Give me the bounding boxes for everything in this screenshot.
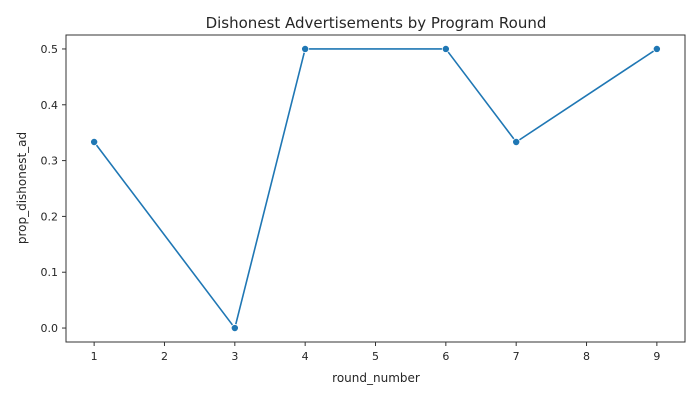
x-tick-label: 2 [161,350,168,363]
y-tick-label: 0.5 [41,43,59,56]
x-axis: 1 2 3 4 5 6 7 8 9 [91,342,660,363]
y-tick-label: 0.0 [41,322,59,335]
y-tick-label: 0.4 [41,99,59,112]
x-tick-label: 7 [513,350,520,363]
data-point [512,138,521,147]
y-tick-label: 0.3 [41,155,59,168]
data-point [230,324,239,333]
data-point [301,44,310,53]
y-tick-label: 0.1 [41,266,59,279]
y-axis: 0.0 0.1 0.2 0.3 0.4 0.5 [41,43,66,335]
y-tick-label: 0.2 [41,210,59,223]
x-tick-label: 8 [583,350,590,363]
x-tick-label: 6 [442,350,449,363]
x-tick-label: 3 [231,350,238,363]
series-line [93,48,658,329]
x-tick-label: 1 [91,350,98,363]
data-point [441,44,450,53]
series-layer [90,44,661,333]
x-tick-label: 4 [302,350,309,363]
x-tick-label: 5 [372,350,379,363]
x-tick-label: 9 [653,350,660,363]
data-point [652,44,661,53]
chart-title: Dishonest Advertisements by Program Roun… [206,14,547,32]
plot-frame [65,34,686,343]
x-axis-label: round_number [332,371,420,385]
data-point [90,138,99,147]
y-axis-label: prop_dishonest_ad [15,132,29,244]
